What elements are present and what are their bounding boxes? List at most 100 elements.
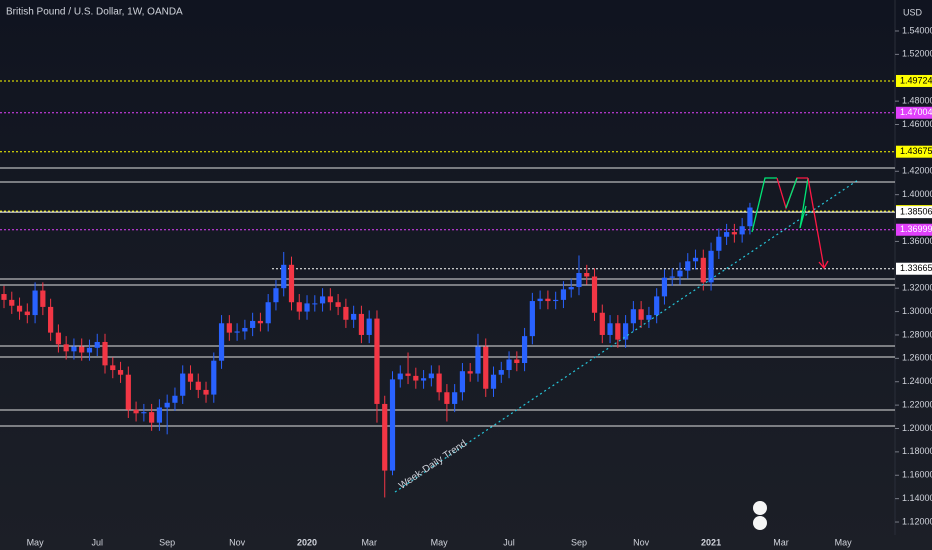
y-tick-label: 1.46000 [902,119,932,129]
x-tick-label: Sep [159,537,175,547]
candle-body [436,373,442,393]
y-tick-label: 1.26000 [902,353,932,363]
candle-body [71,346,77,352]
y-tick-label: 1.12000 [902,516,932,526]
x-tick-label: Jul [91,537,103,547]
candle-body [685,261,691,271]
candle-body [156,407,162,423]
candle-body [615,323,621,340]
candle-body [413,375,419,381]
candle-body [444,392,450,404]
x-tick-label: 2021 [701,537,721,547]
candle-body [195,381,201,390]
currency: USD [903,7,923,17]
candle-body [382,403,388,471]
price-level-label: 1.47004 [900,107,932,117]
candle-body [669,276,675,278]
candle-body [428,373,434,379]
candle-body [319,296,326,304]
projection-down [807,177,829,270]
candle-body [452,392,458,404]
candle-body [716,236,722,251]
x-tick-label: May [431,537,449,547]
price-level-label: 1.49724 [900,75,932,85]
candle-body [9,299,15,306]
x-tick-label: Sep [571,537,587,547]
candle-body [94,341,100,348]
candle-body [55,332,61,345]
candle-body [102,341,108,366]
candle-body [257,320,264,324]
candle-body [312,303,318,305]
price-level-label: 1.33665 [900,263,932,273]
candle-body [265,302,271,324]
candle-body [110,365,116,371]
y-tick-label: 1.40000 [902,189,932,199]
candle-body [591,276,598,313]
candle-body [141,412,147,414]
y-tick-label: 1.32000 [902,283,932,293]
candle-body [273,288,279,303]
price-level-label: 1.43675 [900,146,932,156]
price-level-tag [896,74,932,87]
icon [753,501,767,515]
candle-body [211,360,217,395]
y-tick-label: 1.42000 [902,166,932,176]
y-tick-label: 1.30000 [902,306,932,316]
y-tick-label: 1.16000 [902,470,932,480]
candle-body [117,370,124,375]
candle-body [281,264,287,289]
candle-body [420,378,427,381]
candle-body [747,207,753,227]
candle-body [304,303,310,312]
candle-body [459,371,466,393]
candle-body [16,305,23,312]
candle-body [405,373,411,376]
candle-body [661,277,668,297]
candle-body [48,306,54,333]
x-tick-label: Mar [361,537,377,547]
candle-body [529,301,535,337]
candle-body [638,309,644,320]
candle-body [288,264,295,303]
candle-body [692,257,699,262]
x-tick-label: Mar [773,537,789,547]
candle-body [180,373,186,396]
candle-body [40,290,46,307]
candle-body [607,323,613,335]
candle-body [708,250,714,283]
candle-body [568,287,574,290]
candle-body [584,272,590,277]
candle-body [700,257,706,283]
y-tick-label: 1.24000 [902,376,932,386]
candle-body [560,289,567,300]
candle-body [218,323,225,361]
price-level-tag [896,145,932,158]
y-tick-label: 1.36000 [902,236,932,246]
candle-body [24,311,30,316]
candle-body [133,409,139,414]
candle-body [1,294,7,300]
price-level-label: 1.38506 [900,207,932,217]
candle-body [677,270,683,277]
x-tick-label: Nov [633,537,650,547]
candle-body [374,318,380,404]
candle-body [343,306,349,320]
price-level-tag [896,223,932,236]
projection-retest [799,177,809,229]
price-level-tag [896,262,932,275]
price-level-tag [896,106,932,119]
candle-body [358,313,365,335]
price-level-tag [896,206,932,219]
candle-body [242,327,248,332]
candle-body [630,309,636,324]
x-tick-label: Jul [503,537,515,547]
projection-mid [785,177,798,209]
y-tick-label: 1.28000 [902,329,932,339]
candle-body [366,318,372,335]
projection-up [751,177,777,233]
candle-body [32,290,38,316]
candle-body [79,346,85,353]
candle-body [86,347,93,353]
